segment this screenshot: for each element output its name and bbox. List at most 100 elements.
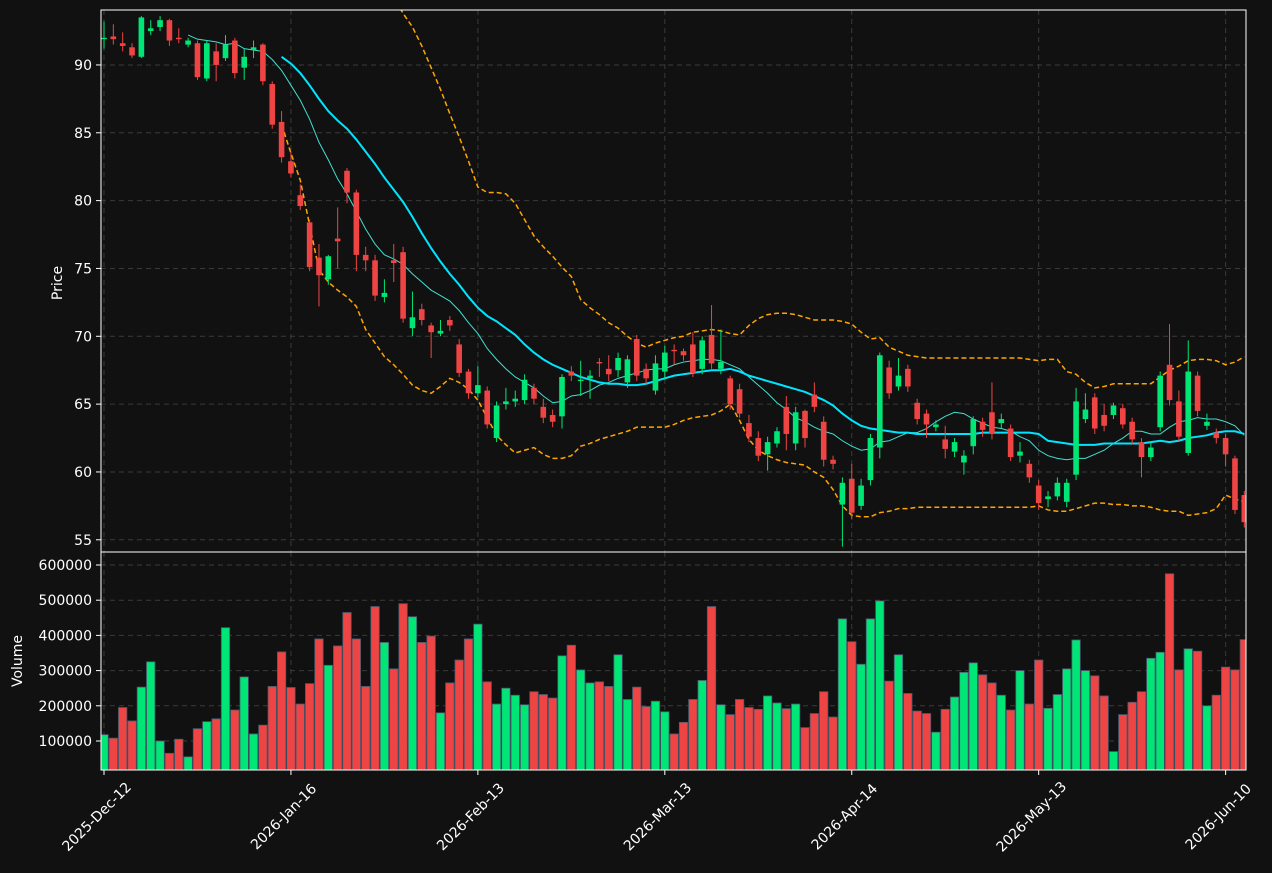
candle-body [568, 371, 575, 376]
candle-body [1120, 408, 1126, 425]
candle-body [633, 338, 640, 376]
volume-bar [473, 623, 483, 770]
candle-body [269, 83, 276, 125]
candle-body [1063, 482, 1070, 502]
candle-body [652, 363, 659, 391]
price-axis-label: Price [50, 266, 66, 300]
volume-bar [351, 638, 361, 770]
y-tick-label: 85 [74, 126, 92, 142]
volume-frame [100, 551, 1247, 771]
candle-body [605, 368, 612, 375]
candle-body [297, 195, 304, 207]
candle-body [437, 330, 444, 334]
volume-bar [800, 727, 810, 770]
candle-body [306, 222, 313, 268]
candle-body [549, 414, 556, 422]
volume-bar [389, 668, 399, 770]
volume-bar [912, 710, 922, 770]
volume-bar [1062, 668, 1072, 770]
volume-bar [220, 627, 231, 770]
volume-bar [1052, 694, 1062, 770]
volume-bar [725, 714, 735, 770]
candle-body [895, 375, 902, 387]
candle-body [521, 379, 528, 401]
candle-body [998, 419, 1005, 424]
candle-body [1138, 442, 1145, 458]
volume-bar [1146, 657, 1156, 770]
volume-bar [1230, 669, 1240, 770]
candle-body [718, 362, 724, 369]
volume-bar [239, 676, 249, 770]
candle-body [232, 40, 238, 74]
candle-body [157, 20, 163, 27]
volume-bar [669, 733, 679, 770]
candle-body [185, 40, 191, 45]
candle-body [708, 334, 715, 364]
candle-body [241, 56, 247, 68]
candle-body [1194, 375, 1201, 411]
y-tick-label: 600000 [39, 558, 92, 574]
candle-body [858, 485, 864, 506]
volume-bar [435, 712, 446, 770]
volume-bar [342, 612, 352, 770]
volume-bar [921, 713, 932, 770]
volume-bar [510, 694, 520, 770]
candle-body [624, 359, 631, 383]
candle-body [886, 367, 892, 394]
candle-body [774, 431, 780, 444]
candle-body [662, 352, 668, 372]
candle-body [970, 419, 977, 447]
candle-body [110, 36, 117, 40]
volume-bar [1034, 659, 1044, 770]
volume-bar [1090, 675, 1100, 770]
volume-bar [753, 708, 763, 770]
candle-body [792, 412, 799, 444]
candle-body [381, 292, 388, 297]
candle-body [802, 410, 808, 439]
volume-bar [893, 654, 904, 770]
indicator-line [187, 34, 1245, 461]
candle-body [736, 389, 743, 414]
candle-body [1073, 401, 1079, 475]
volume-bar [959, 671, 969, 770]
volume-bar [931, 731, 941, 770]
volume-bar [828, 716, 838, 770]
volume-bar [660, 711, 670, 770]
candle-body [830, 459, 836, 464]
candle-body [166, 20, 173, 41]
candle-body [101, 37, 107, 40]
volume-bar [519, 704, 530, 770]
candle-body [288, 161, 294, 174]
volume-bar [734, 699, 745, 770]
volume-bar [604, 686, 614, 770]
volume-bar [819, 691, 829, 770]
volume-bar [286, 687, 296, 770]
y-tick-label: 55 [74, 533, 92, 549]
volume-bar [295, 703, 305, 770]
volume-bar [548, 697, 558, 770]
candle-body [905, 368, 911, 387]
volume-bar [557, 655, 567, 770]
volume-bar [267, 686, 277, 770]
volume-bar [417, 642, 427, 770]
candle-body [755, 438, 762, 456]
candle-body [1091, 397, 1098, 429]
volume-bar [1211, 694, 1221, 770]
volume-bar [333, 645, 343, 770]
volume-bar [164, 752, 175, 770]
candle-body [204, 43, 210, 79]
volume-bar [491, 703, 502, 770]
volume-bar [136, 686, 146, 770]
candle-body [746, 423, 752, 437]
y-tick-label: 75 [74, 261, 92, 277]
candle-body [933, 424, 939, 428]
candle-body [923, 413, 930, 425]
volume-bar [127, 720, 137, 770]
volume-bar [996, 694, 1006, 770]
candle-body [250, 47, 257, 51]
y-tick-label: 60 [74, 465, 92, 481]
candle-body [418, 309, 425, 321]
candle-body [147, 28, 154, 32]
y-tick-label: 65 [74, 397, 92, 413]
candle-body [1232, 458, 1238, 510]
